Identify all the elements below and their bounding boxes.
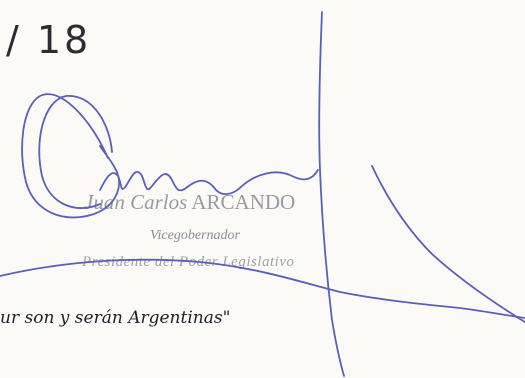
- signatory-first-names: Juan Carlos: [84, 190, 188, 214]
- signature-diagonal-stroke: [371, 165, 525, 323]
- signature-vertical-stroke: [318, 11, 345, 377]
- signatory-name: Juan Carlos ARCANDO: [84, 190, 295, 215]
- signatory-surname: ARCANDO: [191, 190, 296, 214]
- motto-line: ur son y serán Argentinas": [0, 308, 231, 328]
- signatory-title: Vicegobernador: [150, 228, 240, 243]
- document-number-fragment: / 18: [6, 18, 92, 62]
- signatory-office: Presidente del Poder Legislativo: [82, 254, 295, 270]
